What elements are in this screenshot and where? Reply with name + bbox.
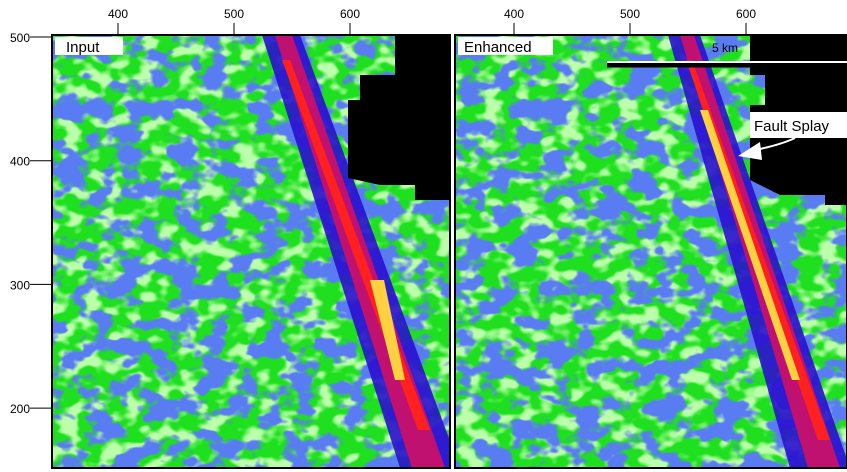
panel-label: Enhanced (464, 39, 532, 56)
enhanced-image (455, 35, 847, 468)
panel-label: Input (66, 39, 100, 56)
input-image (52, 35, 460, 468)
y-tick-label: 200 (10, 402, 30, 416)
y-tick-label: 400 (10, 155, 30, 169)
figure: Input Enhanced 5 km Fault Splay 400 500 60… (0, 0, 847, 472)
scale-label: 5 km (712, 41, 738, 55)
x-tick-label: 400 (108, 7, 128, 21)
x-tick-label: 500 (224, 7, 244, 21)
y-tick-label: 500 (10, 31, 30, 45)
x-tick-label: 400 (504, 7, 524, 21)
x-tick-label: 500 (620, 7, 640, 21)
y-tick-label: 300 (10, 278, 30, 292)
x-tick-label: 600 (736, 7, 756, 21)
x-tick-label: 600 (340, 7, 360, 21)
page: {"panels":[{"label":"Input","x_ticks":[4… (0, 0, 847, 472)
annotation: Fault Splay (754, 118, 830, 135)
